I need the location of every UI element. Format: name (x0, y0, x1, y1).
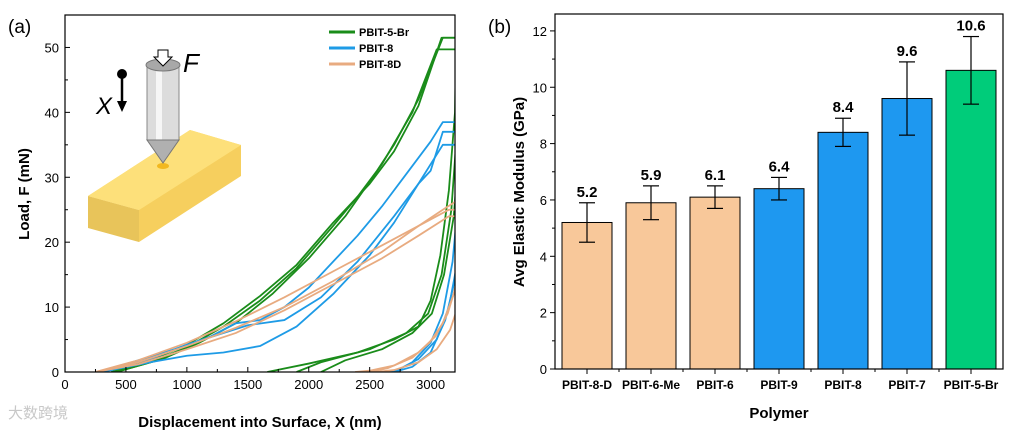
y-axis-label-b: Avg Elastic Modulus (GPa) (511, 97, 528, 287)
y-tick-label-a: 20 (45, 235, 59, 250)
x-tick-label-a: 0 (61, 377, 68, 392)
inset-x-label: X (95, 93, 113, 120)
curve-pbit-8d-2 (95, 208, 455, 372)
y-tick-label-a: 0 (52, 365, 59, 380)
curve-pbit-8d-3 (95, 215, 455, 372)
y-tick-label-b: 4 (540, 249, 547, 264)
x-tick-label-a: 3000 (416, 377, 445, 392)
bar-pbit-6 (689, 196, 741, 370)
y-tick-label-b: 2 (540, 306, 547, 321)
beam-front-face (88, 196, 139, 242)
load-displacement-chart: 0 500 1000 1500 2000 2500 3000 0 10 20 30 40 50 PBIT-… (45, 14, 456, 392)
bar-pbit-9 (753, 188, 805, 370)
y-axis-label-a: Load, F (mN) (16, 148, 33, 240)
force-arrow-icon (152, 49, 174, 67)
bar-pbit-8-d (561, 221, 613, 370)
bar-pbit-8 (817, 131, 869, 370)
value-label: 5.2 (577, 184, 598, 201)
panel-b-label: (b) (488, 17, 511, 38)
curves-group (95, 36, 455, 372)
legend-label-pbit-8d: PBIT-8D (359, 59, 401, 71)
value-label: 6.1 (705, 167, 726, 184)
x-tick-label-b: PBIT-6 (696, 378, 734, 392)
watermark: 大数跨境 (8, 404, 68, 422)
x-tick-label-b: PBIT-5-Br (944, 378, 999, 392)
value-label: 9.6 (897, 43, 918, 60)
x-tick-label-b: PBIT-8-D (562, 378, 612, 392)
panel-a-label: (a) (8, 17, 31, 38)
x-tick-label-a: 500 (115, 377, 137, 392)
value-label: 6.4 (769, 158, 791, 175)
elastic-modulus-bar-chart: 5.2 PBIT-8-D 5.9 PBIT-6-Me 6.1 PBIT-6 6.4 PBIT-… (533, 13, 1004, 392)
legend-label-pbit-5-br: PBIT-5-Br (359, 27, 410, 39)
value-label: 5.9 (641, 167, 662, 184)
x-tick-label-a: 2000 (294, 377, 323, 392)
indenter-body (146, 64, 180, 141)
plot-frame-a (64, 14, 456, 373)
y-tick-label-b: 6 (540, 193, 547, 208)
y-tick-label-b: 12 (533, 24, 547, 39)
x-axis-label-a: Displacement into Surface, X (nm) (138, 414, 381, 431)
legend-label-pbit-8: PBIT-8 (359, 43, 393, 55)
y-tick-label-b: 0 (540, 362, 547, 377)
x-tick-label-a: 2500 (355, 377, 384, 392)
x-tick-label-a: 1000 (172, 377, 201, 392)
bar-pbit-5-br (945, 69, 997, 370)
curve-pbit-5-br-2 (111, 36, 455, 372)
y-tick-label-a: 50 (45, 40, 59, 55)
plot-frame-b (554, 13, 1004, 370)
y-tick-label-a: 40 (45, 105, 59, 120)
x-tick-label-a: 1500 (233, 377, 262, 392)
y-tick-label-b: 10 (533, 80, 547, 95)
indentation-illustration: X F (88, 48, 241, 242)
value-label: 8.4 (833, 99, 855, 116)
inset-f-label: F (183, 48, 201, 78)
bar-pbit-7 (881, 98, 933, 370)
curve-pbit-8-3 (101, 143, 455, 372)
y-tick-label-a: 10 (45, 300, 59, 315)
bar-pbit-6-me (625, 202, 677, 370)
y-tick-label-b: 8 (540, 137, 547, 152)
x-tick-label-b: PBIT-6-Me (622, 378, 680, 392)
displacement-arrow-icon (117, 101, 127, 112)
y-tick-label-a: 30 (45, 170, 59, 185)
x-tick-label-b: PBIT-7 (888, 378, 926, 392)
x-tick-label-b: PBIT-8 (824, 378, 862, 392)
x-tick-label-b: PBIT-9 (760, 378, 798, 392)
value-label: 10.6 (956, 18, 985, 35)
x-axis-label-b: Polymer (749, 405, 808, 422)
